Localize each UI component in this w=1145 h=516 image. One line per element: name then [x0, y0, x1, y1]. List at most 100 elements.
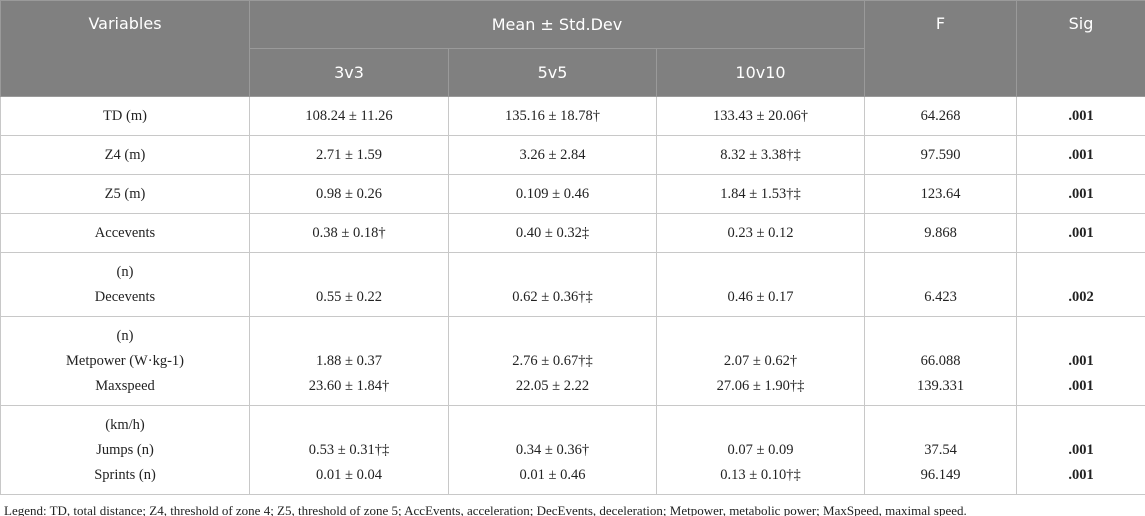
cell-line: .001 — [1068, 108, 1094, 124]
cell-line: 22.05 ± 2.22 — [515, 378, 590, 394]
table-cell: 0.46 ± 0.17 — [656, 252, 865, 317]
cell-line: 133.43 ± 20.06† — [713, 108, 808, 124]
cell-line: .001 — [1068, 147, 1094, 163]
header-cell: Variables — [0, 0, 250, 97]
cell-line: 108.24 ± 11.26 — [305, 108, 393, 124]
table-cell: 0.53 ± 0.31†‡ 0.01 ± 0.04 — [249, 405, 449, 495]
cell-line: 66.088 — [920, 353, 961, 369]
table-cell: 0.55 ± 0.22 — [249, 252, 449, 317]
table-row: Accevents 0.38 ± 0.18† 0.40 ± 0.32‡ 0.23 ± … — [0, 213, 1145, 253]
table-cell: 0.23 ± 0.12 — [656, 213, 865, 253]
table-cell: 123.64 — [864, 174, 1017, 214]
table-cell: 0.40 ± 0.32‡ — [448, 213, 657, 253]
cell-line: 0.01 ± 0.04 — [316, 467, 382, 483]
cell-line: 0.34 ± 0.36† — [515, 442, 590, 458]
cell-line: Z4 (m) — [104, 147, 146, 163]
table-cell: 0.62 ± 0.36†‡ — [448, 252, 657, 317]
table-cell: (n) Decevents — [0, 252, 250, 317]
cell-line: 6.423 — [924, 289, 957, 305]
cell-line: (n) — [116, 328, 134, 344]
table-cell: .001 — [1016, 96, 1145, 136]
table-cell: .001 — [1016, 135, 1145, 175]
cell-line: 37.54 — [924, 442, 957, 458]
cell-line: (n) — [116, 264, 134, 280]
table-cell: 97.590 — [864, 135, 1017, 175]
cell-line: 0.01 ± 0.46 — [519, 467, 586, 483]
table-row: Z5 (m) 0.98 ± 0.26 0.109 ± 0.46 1.84 ± 1.53… — [0, 174, 1145, 214]
table-cell: 1.88 ± 0.37 23.60 ± 1.84† — [249, 316, 449, 406]
table-cell: 2.76 ± 0.67†‡ 22.05 ± 2.22 — [448, 316, 657, 406]
header-cell: Mean ± Std.Dev — [249, 0, 865, 49]
table-cell: 133.43 ± 20.06† — [656, 96, 865, 136]
cell-line: 23.60 ± 1.84† — [308, 378, 390, 394]
cell-line: .001 — [1068, 186, 1094, 202]
data-table: Variables Mean ± Std.Dev F Sig 3v3 5v5 1… — [0, 0, 1145, 495]
cell-line: TD (m) — [103, 108, 147, 124]
cell-line: 8.32 ± 3.38†‡ — [720, 147, 801, 163]
cell-line: 2.71 ± 1.59 — [316, 147, 382, 163]
table-row: TD (m) 108.24 ± 11.26 135.16 ± 18.78† 133.4… — [0, 96, 1145, 136]
cell-line: 1.84 ± 1.53†‡ — [720, 186, 801, 202]
cell-line: 0.55 ± 0.22 — [316, 289, 382, 305]
header-cell: F — [864, 0, 1017, 97]
table-cell: 8.32 ± 3.38†‡ — [656, 135, 865, 175]
cell-line: .001 — [1068, 442, 1094, 458]
cell-line: 123.64 — [920, 186, 961, 202]
cell-line: .002 — [1068, 289, 1094, 305]
cell-line: 0.53 ± 0.31†‡ — [308, 442, 390, 458]
table-cell: .001 — [1016, 213, 1145, 253]
cell-line: 1.88 ± 0.37 — [316, 353, 382, 369]
table-cell: .001 .001 — [1016, 316, 1145, 406]
cell-line: 0.23 ± 0.12 — [727, 225, 794, 241]
cell-line: Decevents — [94, 289, 156, 305]
table-cell: 6.423 — [864, 252, 1017, 317]
cell-line: 0.40 ± 0.32‡ — [515, 225, 590, 241]
table-cell: 9.868 — [864, 213, 1017, 253]
cell-line: 64.268 — [920, 108, 961, 124]
cell-line: Metpower (W·kg-1) — [66, 353, 184, 369]
cell-line: 96.149 — [920, 467, 961, 483]
cell-line: 0.62 ± 0.36†‡ — [512, 289, 593, 305]
table-cell: 1.84 ± 1.53†‡ — [656, 174, 865, 214]
table-cell: 0.07 ± 0.09 0.13 ± 0.10†‡ — [656, 405, 865, 495]
legend: Legend: TD, total distance; Z4, threshol… — [4, 503, 967, 516]
cell-line: 0.07 ± 0.09 — [727, 442, 794, 458]
cell-line: 97.590 — [920, 147, 961, 163]
table-cell: 0.98 ± 0.26 — [249, 174, 449, 214]
table-cell: (km/h) Jumps (n) Sprints (n) — [0, 405, 250, 495]
table-cell: Accevents — [0, 213, 250, 253]
cell-line: 0.46 ± 0.17 — [727, 289, 794, 305]
header-cell: Sig — [1016, 0, 1145, 97]
cell-line: 2.07 ± 0.62† — [723, 353, 798, 369]
cell-line: 3.26 ± 2.84 — [519, 147, 586, 163]
cell-line: .001 — [1068, 353, 1094, 369]
subheader-cell: 5v5 — [448, 48, 657, 97]
table-cell: 2.07 ± 0.62† 27.06 ± 1.90†‡ — [656, 316, 865, 406]
cell-line: 27.06 ± 1.90†‡ — [716, 378, 805, 394]
table-cell: Z4 (m) — [0, 135, 250, 175]
cell-line: Maxspeed — [95, 378, 155, 394]
cell-line: .001 — [1068, 225, 1094, 241]
table-cell: 0.34 ± 0.36† 0.01 ± 0.46 — [448, 405, 657, 495]
table-cell: 66.088 139.331 — [864, 316, 1017, 406]
cell-line: 135.16 ± 18.78† — [505, 108, 600, 124]
cell-line: 0.109 ± 0.46 — [515, 186, 590, 202]
table-cell: .001 .001 — [1016, 405, 1145, 495]
cell-line: .001 — [1068, 467, 1094, 483]
cell-line: 0.38 ± 0.18† — [312, 225, 386, 241]
subheader-cell: 3v3 — [249, 48, 449, 97]
subheader-cell: 10v10 — [656, 48, 865, 97]
cell-line: 0.98 ± 0.26 — [316, 186, 382, 202]
cell-line: Jumps (n) — [96, 442, 154, 458]
cell-line: Accevents — [94, 225, 156, 241]
table-cell: .002 — [1016, 252, 1145, 317]
cell-line: 9.868 — [924, 225, 957, 241]
cell-line: (km/h) — [105, 417, 145, 433]
cell-line: 0.13 ± 0.10†‡ — [720, 467, 801, 483]
table-cell: 37.54 96.149 — [864, 405, 1017, 495]
table-body: TD (m) 108.24 ± 11.26 135.16 ± 18.78† 133.4… — [0, 96, 1145, 495]
cell-line: Z5 (m) — [104, 186, 146, 202]
table-cell: 64.268 — [864, 96, 1017, 136]
cell-line: Sprints (n) — [94, 467, 156, 483]
